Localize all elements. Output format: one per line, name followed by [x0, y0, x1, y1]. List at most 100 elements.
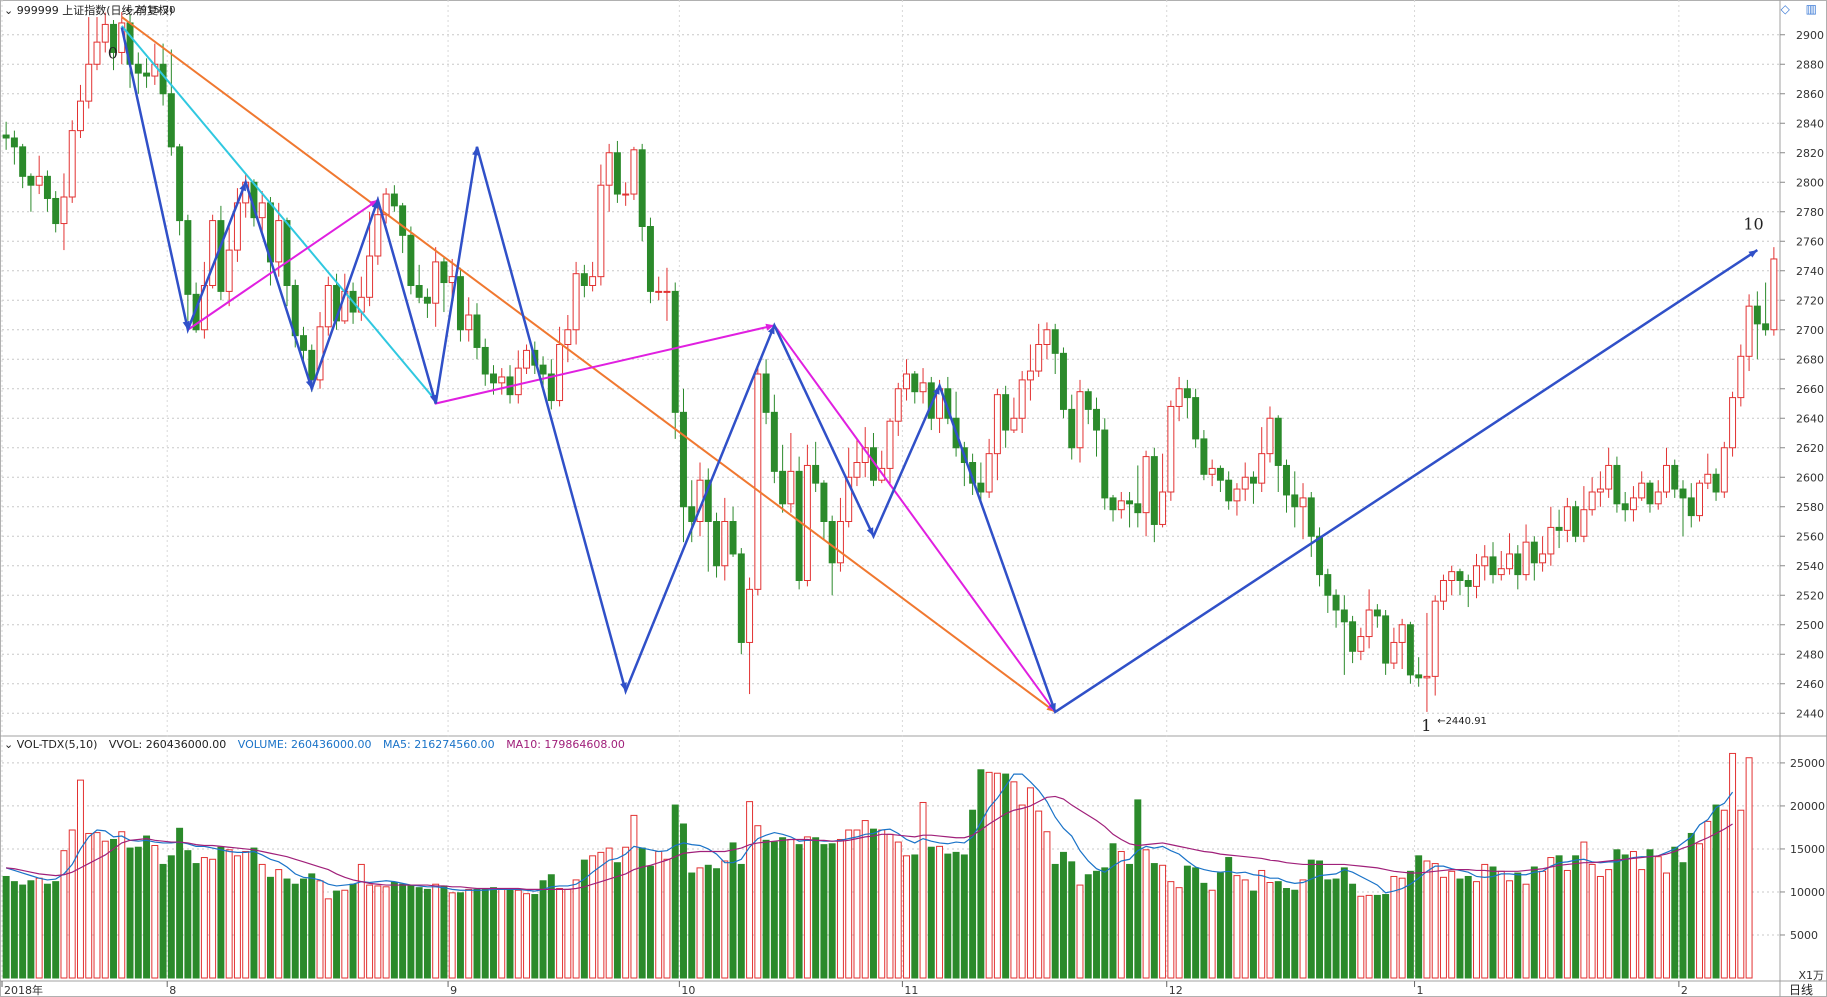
candle[interactable] [1629, 497, 1637, 511]
candle[interactable] [1274, 417, 1282, 466]
candle[interactable] [1126, 500, 1134, 505]
candle[interactable] [27, 175, 35, 186]
candle[interactable] [225, 249, 233, 292]
volume-bar[interactable] [547, 874, 555, 979]
candle[interactable] [1663, 464, 1670, 493]
volume-bar[interactable] [35, 877, 43, 979]
candle[interactable] [2, 134, 10, 139]
candle[interactable] [1506, 553, 1514, 570]
volume-bar[interactable] [1737, 809, 1745, 979]
candle[interactable] [1439, 580, 1447, 602]
candle[interactable] [1456, 571, 1464, 582]
volume-bar[interactable] [184, 850, 192, 979]
volume-bar[interactable] [209, 858, 217, 979]
candle[interactable] [977, 482, 985, 493]
candle[interactable] [1382, 615, 1390, 664]
volume-bar[interactable] [1134, 799, 1142, 979]
candle[interactable] [19, 146, 27, 177]
volume-bar[interactable] [1249, 890, 1257, 979]
candle[interactable] [490, 373, 497, 384]
candle[interactable] [787, 470, 795, 505]
volume-bar[interactable] [1109, 843, 1117, 979]
panel-toggle-icon[interactable]: ▥ [1805, 2, 1817, 16]
candle[interactable] [828, 521, 836, 564]
volume-bar[interactable] [266, 876, 274, 979]
candle[interactable] [1332, 594, 1340, 611]
candle[interactable] [415, 285, 423, 298]
volume-bar[interactable] [1142, 849, 1150, 979]
candle[interactable] [663, 290, 671, 293]
volume-bar[interactable] [1307, 859, 1315, 979]
candle[interactable] [770, 411, 778, 472]
volume-bar[interactable] [803, 836, 811, 979]
volume-bar[interactable] [1464, 875, 1472, 979]
volume-bar[interactable] [2, 875, 10, 979]
volume-bar[interactable] [1373, 894, 1381, 979]
candle[interactable] [60, 196, 68, 225]
volume-bar[interactable] [1555, 855, 1563, 979]
volume-bar[interactable] [894, 841, 902, 979]
volume-bar[interactable] [1704, 820, 1712, 979]
candle[interactable] [1059, 352, 1067, 410]
volume-bar[interactable] [1489, 866, 1497, 979]
volume-bar[interactable] [1233, 875, 1241, 979]
candle[interactable] [184, 220, 192, 295]
candle[interactable] [1101, 429, 1109, 499]
candle[interactable] [919, 382, 927, 393]
volume-bar[interactable] [1167, 881, 1175, 979]
volume-bar[interactable] [1035, 810, 1043, 979]
volume-bar[interactable] [1316, 860, 1324, 979]
candle[interactable] [1473, 565, 1480, 587]
volume-bar[interactable] [1018, 804, 1026, 979]
volume-bar[interactable] [1415, 855, 1423, 979]
candle[interactable] [1175, 388, 1183, 407]
volume-bar[interactable] [729, 842, 737, 979]
volume-bar[interactable] [1547, 857, 1555, 979]
volume-bar[interactable] [357, 863, 365, 979]
candle[interactable] [754, 373, 762, 590]
candle[interactable] [1572, 506, 1580, 537]
candle[interactable] [680, 411, 687, 508]
candle[interactable] [911, 373, 919, 393]
candle[interactable] [1431, 600, 1439, 677]
volume-bar[interactable] [1216, 872, 1224, 979]
volume-bar[interactable] [1274, 881, 1282, 979]
candle[interactable] [795, 470, 803, 582]
volume-bar[interactable] [1473, 881, 1480, 979]
volume-bar[interactable] [1646, 849, 1654, 979]
candle[interactable] [539, 364, 547, 375]
candle[interactable] [1563, 506, 1571, 531]
candle[interactable] [1340, 609, 1348, 623]
volume-bar[interactable] [746, 801, 754, 979]
volume-bar[interactable] [1324, 879, 1332, 979]
volume-bar[interactable] [1208, 889, 1216, 979]
volume-bar[interactable] [1291, 889, 1299, 979]
candle[interactable] [729, 521, 737, 555]
candle[interactable] [481, 346, 489, 375]
volume-bar[interactable] [1580, 841, 1588, 979]
volume-bar[interactable] [1588, 863, 1596, 979]
volume-bar[interactable] [713, 868, 721, 979]
candle[interactable] [985, 453, 993, 493]
volume-bar[interactable] [1175, 887, 1183, 979]
chevron-down-icon[interactable]: ⌄ [4, 4, 14, 17]
volume-bar[interactable] [110, 838, 117, 979]
volume-bar[interactable] [688, 872, 696, 979]
candle[interactable] [1679, 488, 1687, 499]
volume-bar[interactable] [787, 838, 795, 979]
candle[interactable] [671, 290, 679, 413]
volume-bar[interactable] [159, 863, 167, 979]
volume-bar[interactable] [1448, 870, 1456, 979]
volume-bar[interactable] [407, 884, 415, 979]
candle[interactable] [1745, 305, 1753, 357]
candle[interactable] [845, 476, 853, 522]
volume-bar[interactable] [43, 883, 51, 979]
volume-bar[interactable] [646, 865, 654, 979]
volume-bar[interactable] [1390, 875, 1398, 979]
candle[interactable] [68, 130, 76, 198]
volume-bar[interactable] [1010, 781, 1018, 979]
candle[interactable] [1142, 456, 1150, 514]
candle[interactable] [143, 72, 151, 77]
candle[interactable] [275, 220, 283, 263]
